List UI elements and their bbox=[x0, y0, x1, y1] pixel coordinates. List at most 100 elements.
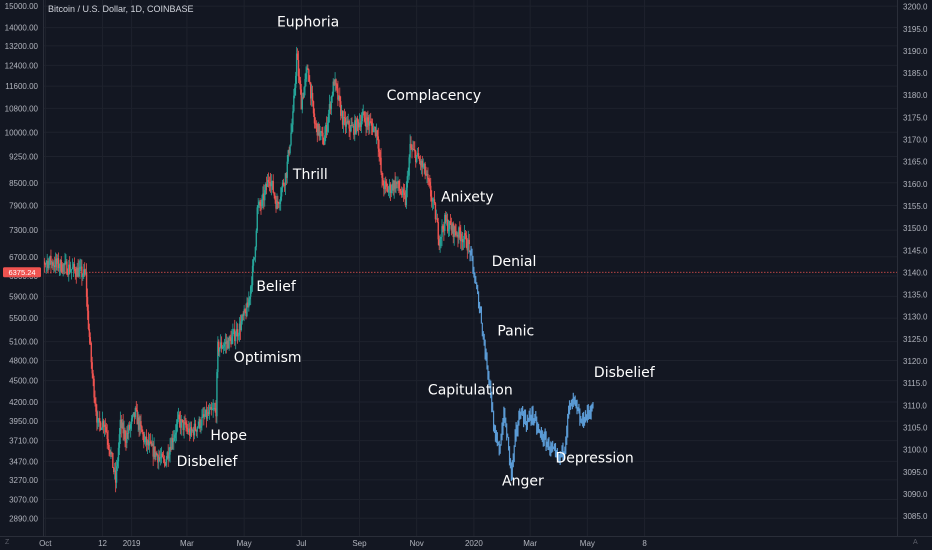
left-tick-label: 11600.00 bbox=[5, 82, 38, 91]
candle-body bbox=[404, 195, 407, 206]
candle-body bbox=[321, 131, 323, 133]
candle-body bbox=[413, 149, 415, 150]
candle-body bbox=[138, 417, 140, 430]
candle-body bbox=[380, 157, 382, 173]
candle-body bbox=[109, 450, 111, 455]
candle-body bbox=[299, 80, 302, 90]
candle-body bbox=[372, 127, 375, 133]
candle-body bbox=[276, 201, 278, 209]
right-tick-label: 3100.0 bbox=[903, 446, 928, 455]
candle-body bbox=[274, 195, 276, 200]
candle-body bbox=[446, 219, 449, 232]
candle-body bbox=[350, 125, 352, 132]
candle-body bbox=[258, 202, 260, 206]
candle-body bbox=[81, 266, 83, 278]
candle-body bbox=[447, 228, 450, 232]
candle-body bbox=[137, 417, 139, 425]
right-price-axis[interactable]: 3200.0 3195.0 3190.0 3185.0 3180.0 3175.0 3170… bbox=[897, 0, 932, 550]
time-tick-label: Oct bbox=[39, 539, 52, 548]
candle-body bbox=[218, 341, 220, 352]
candle-body bbox=[44, 264, 47, 265]
candle-body bbox=[72, 263, 75, 268]
candle-body bbox=[411, 148, 413, 150]
candle-body bbox=[194, 423, 197, 430]
candle-body bbox=[292, 111, 294, 125]
candle-body bbox=[186, 427, 188, 429]
candle-body bbox=[352, 125, 354, 127]
candle-body bbox=[161, 453, 164, 457]
right-axis-bg bbox=[897, 0, 932, 550]
candle-body bbox=[252, 259, 255, 266]
time-axis-bg bbox=[0, 536, 932, 550]
time-tick-label: 12 bbox=[98, 539, 107, 548]
candle-body bbox=[281, 182, 284, 188]
candle-body bbox=[291, 124, 293, 133]
candle-body bbox=[283, 184, 286, 186]
candle-body bbox=[176, 419, 179, 425]
candle-body bbox=[236, 329, 239, 337]
candle-body bbox=[416, 153, 419, 156]
right-tick-label: 3170.0 bbox=[903, 136, 928, 145]
right-tick-label: 3085.0 bbox=[903, 512, 928, 521]
candle-body bbox=[300, 89, 303, 110]
candle-body bbox=[298, 76, 301, 81]
candle-body bbox=[146, 440, 149, 445]
candle-body bbox=[144, 439, 146, 443]
candle-body bbox=[424, 163, 426, 174]
phase-label: Complacency bbox=[387, 88, 482, 104]
candle-body bbox=[140, 421, 142, 427]
candle-body bbox=[205, 409, 208, 419]
candle-body bbox=[445, 214, 447, 222]
candle-body bbox=[221, 347, 224, 349]
candle-body bbox=[308, 69, 310, 82]
candle-body bbox=[180, 419, 182, 428]
candle-body bbox=[253, 257, 256, 260]
candle-body bbox=[201, 416, 203, 426]
left-tick-label: 10800.00 bbox=[5, 104, 39, 113]
candle-body bbox=[242, 315, 244, 317]
candle-body bbox=[181, 419, 183, 421]
candle-body bbox=[163, 459, 166, 463]
left-tick-label: 5900.00 bbox=[9, 292, 38, 301]
candle-body bbox=[349, 128, 351, 132]
phase-label: Anixety bbox=[441, 190, 494, 206]
candle-body bbox=[159, 457, 161, 459]
left-tick-label: 3270.00 bbox=[9, 476, 38, 485]
candle-body bbox=[206, 412, 209, 419]
candle-body bbox=[370, 121, 372, 123]
candle-body bbox=[211, 409, 213, 411]
current-price-label: 6375.24 bbox=[8, 268, 35, 277]
candle-body bbox=[158, 457, 160, 463]
phase-label: Capitulation bbox=[428, 383, 513, 399]
time-axis[interactable]: Oct 12 2019 Mar May Jul Sep Nov 2020 Mar May 8 bbox=[0, 536, 932, 550]
candle-body bbox=[337, 88, 339, 100]
right-tick-label: 3140.0 bbox=[903, 268, 928, 277]
candle-body bbox=[265, 184, 268, 187]
candle-body bbox=[264, 184, 267, 191]
candle-body bbox=[278, 203, 280, 204]
right-tick-label: 3105.0 bbox=[903, 423, 928, 432]
candle-body bbox=[362, 111, 364, 116]
candle-body bbox=[440, 236, 442, 239]
candle-body bbox=[52, 262, 54, 266]
candle-body bbox=[78, 269, 80, 277]
candle-body bbox=[271, 181, 273, 183]
left-price-axis[interactable]: 15000.00 14000.00 13200.00 12400.00 11600.00… bbox=[0, 0, 44, 550]
candle-body bbox=[192, 430, 195, 436]
left-tick-label: 2890.00 bbox=[9, 514, 38, 523]
candle-body bbox=[219, 347, 221, 352]
candle-body bbox=[280, 196, 282, 202]
alert-icon[interactable]: A bbox=[913, 539, 918, 546]
candle-body bbox=[273, 192, 275, 196]
candle-body bbox=[386, 186, 389, 193]
candle-body bbox=[441, 226, 443, 237]
candle-body bbox=[361, 115, 363, 122]
candle-body bbox=[464, 233, 467, 236]
candle-body bbox=[400, 193, 403, 196]
candle-body bbox=[340, 101, 342, 116]
candle-body bbox=[219, 342, 222, 348]
candle-body bbox=[241, 315, 243, 322]
candle-body bbox=[101, 420, 104, 429]
candle-body bbox=[69, 270, 72, 273]
